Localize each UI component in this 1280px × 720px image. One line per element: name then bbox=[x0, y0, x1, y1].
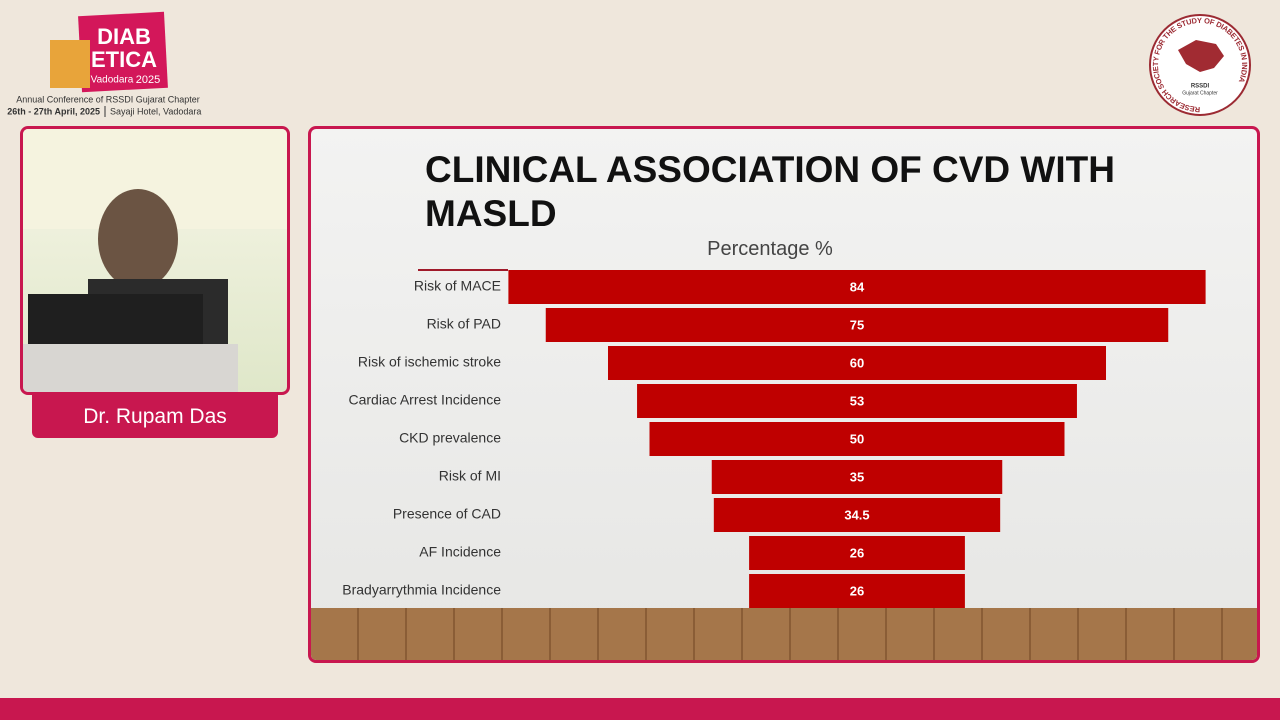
category-label: Cardiac Arrest Incidence bbox=[348, 392, 501, 408]
chart-subtitle: Percentage % bbox=[707, 238, 833, 260]
speaker-video bbox=[20, 126, 290, 395]
slide bbox=[308, 126, 1260, 663]
conference-venue: Sayaji Hotel, Vadodara bbox=[110, 106, 201, 116]
brand-building bbox=[50, 40, 90, 88]
bar bbox=[749, 574, 965, 608]
category-label: Presence of CAD bbox=[393, 506, 501, 522]
category-label: Risk of ischemic stroke bbox=[358, 354, 501, 370]
category-label: Risk of MACE bbox=[414, 278, 501, 294]
category-label: CKD prevalence bbox=[399, 430, 501, 446]
category-label: AF Incidence bbox=[419, 544, 501, 560]
speaker-figure bbox=[98, 189, 178, 289]
value-label: 50 bbox=[850, 431, 864, 446]
value-label: 35 bbox=[850, 469, 864, 484]
brand-box bbox=[78, 11, 168, 93]
value-label: 34.5 bbox=[844, 507, 869, 522]
brand-city: Vadodara bbox=[91, 75, 134, 86]
bar bbox=[608, 346, 1106, 380]
bar bbox=[637, 384, 1077, 418]
value-label: 84 bbox=[850, 279, 865, 294]
bar bbox=[649, 422, 1065, 456]
bar bbox=[508, 270, 1206, 304]
conference-dates: 26th - 27th April, 2025 bbox=[7, 106, 100, 116]
wood-floor bbox=[311, 608, 1257, 660]
podium bbox=[23, 344, 238, 392]
bar bbox=[711, 460, 1003, 494]
category-label: Bradyarrythmia Incidence bbox=[342, 582, 501, 598]
chart-title: CLINICAL ASSOCIATION OF CVD WITH MASLD bbox=[425, 149, 1115, 234]
speaker-name: Dr. Rupam Das bbox=[32, 395, 278, 438]
value-label: 26 bbox=[850, 583, 864, 598]
category-label: Risk of PAD bbox=[427, 316, 501, 332]
video-frame bbox=[23, 129, 287, 392]
logo-center-text: RSSDI bbox=[1191, 84, 1210, 90]
conference-subtitle: Annual Conference of RSSDI Gujarat Chapt… bbox=[16, 94, 200, 104]
brand-text: ETICA bbox=[91, 47, 157, 72]
bar bbox=[749, 536, 965, 570]
bar bbox=[713, 498, 1001, 532]
logo-center-text: Gujarat Chapter bbox=[1182, 90, 1218, 96]
laptop bbox=[28, 294, 203, 344]
bar bbox=[545, 308, 1169, 342]
value-label: 60 bbox=[850, 355, 864, 370]
value-label: 26 bbox=[850, 545, 864, 560]
value-label: 53 bbox=[850, 393, 864, 408]
logo-map bbox=[1178, 40, 1224, 72]
bottom-bar bbox=[0, 698, 1280, 720]
brand-year: 2025 bbox=[136, 74, 160, 86]
brand-text: DIAB bbox=[97, 24, 151, 49]
value-label: 75 bbox=[850, 317, 864, 332]
category-label: Risk of MI bbox=[439, 468, 501, 484]
